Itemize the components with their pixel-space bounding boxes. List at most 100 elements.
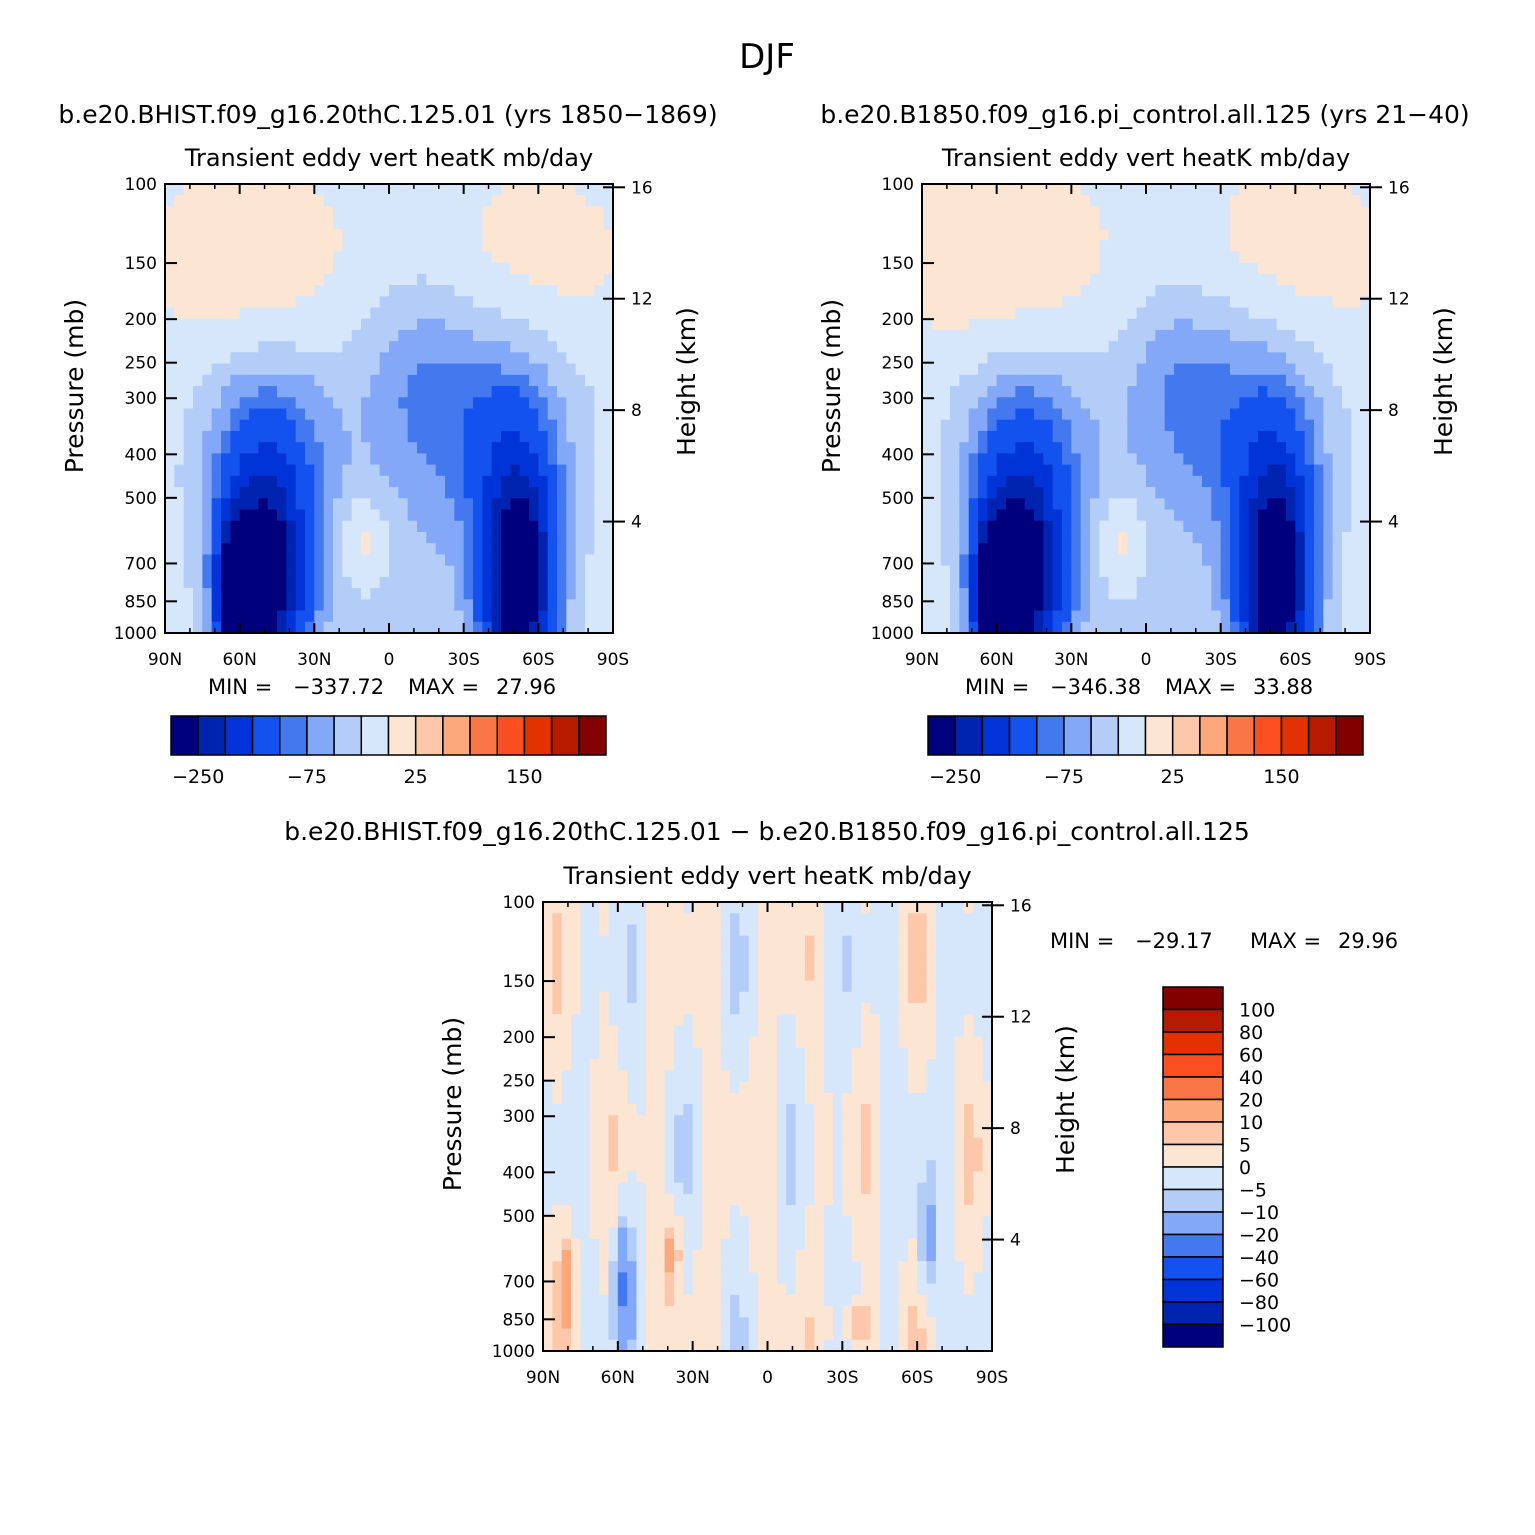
- heatmap-cell: [1080, 531, 1091, 544]
- heatmap-cell: [599, 1025, 610, 1038]
- heatmap-cell: [379, 329, 390, 342]
- heatmap-cell: [221, 285, 231, 297]
- heatmap-cell: [463, 240, 474, 252]
- heatmap-cell: [1146, 296, 1156, 309]
- heatmap-cell: [538, 543, 549, 556]
- heatmap-cell: [1342, 576, 1352, 589]
- heatmap-cell: [1304, 374, 1315, 387]
- heatmap-cell: [683, 1104, 694, 1116]
- heatmap-cell: [174, 543, 185, 556]
- heatmap-cell: [978, 386, 988, 398]
- heatmap-cell: [968, 251, 979, 264]
- heatmap-cell: [1108, 273, 1119, 286]
- heatmap-cell: [1304, 262, 1315, 275]
- heatmap-cell: [1071, 363, 1082, 376]
- heatmap-cell: [1239, 430, 1250, 443]
- heatmap-cell: [889, 1036, 900, 1049]
- heatmap-cell: [491, 251, 502, 264]
- heatmap-cell: [776, 913, 787, 926]
- heatmap-cell: [351, 374, 362, 387]
- heatmap-cell: [954, 969, 965, 982]
- heatmap-cell: [832, 1047, 843, 1060]
- heatmap-cell: [931, 554, 942, 567]
- heatmap-cell: [585, 363, 595, 376]
- heatmap-cell: [1220, 599, 1231, 612]
- heatmap-cell: [1258, 206, 1268, 219]
- heatmap-cell: [323, 588, 334, 600]
- heatmap-cell: [491, 487, 502, 499]
- heatmap-cell: [482, 386, 493, 398]
- heatmap-cell: [1080, 498, 1091, 511]
- heatmap-cell: [1351, 285, 1362, 297]
- heatmap-cell: [333, 296, 343, 309]
- heatmap-cell: [940, 419, 951, 432]
- heatmap-cell: [617, 1092, 628, 1105]
- heatmap-cell: [1015, 206, 1026, 219]
- heatmap-cell: [1267, 408, 1278, 421]
- heatmap-cell: [1099, 217, 1110, 230]
- heatmap-cell: [1267, 453, 1278, 466]
- heatmap-cell: [389, 262, 399, 275]
- heatmap-cell: [917, 1025, 928, 1038]
- heatmap-cell: [258, 509, 269, 522]
- heatmap-cell: [519, 554, 530, 567]
- heatmap-cell: [445, 599, 455, 612]
- heatmap-cell: [1211, 296, 1222, 309]
- heatmap-cell: [1332, 554, 1343, 567]
- heatmap-cell: [950, 531, 960, 544]
- heatmap-cell: [1155, 475, 1166, 488]
- heatmap-cell: [491, 262, 502, 275]
- heatmap-cell: [898, 913, 909, 926]
- heatmap-cell: [1164, 352, 1175, 365]
- heatmap-cell: [851, 946, 862, 959]
- heatmap-cell: [758, 1047, 769, 1060]
- heatmap-cell: [1342, 565, 1352, 578]
- heatmap-cell: [1192, 408, 1203, 421]
- heatmap-cell: [1314, 262, 1324, 275]
- heatmap-cell: [645, 1014, 656, 1027]
- heatmap-cell: [1248, 453, 1259, 466]
- heatmap-cell: [561, 980, 572, 993]
- heatmap-cell: [1323, 285, 1334, 297]
- heatmap-cell: [342, 296, 353, 309]
- heatmap-cell: [1080, 453, 1091, 466]
- heatmap-cell: [1043, 610, 1054, 623]
- heatmap-cell: [1314, 195, 1324, 208]
- heatmap-cell: [673, 958, 684, 970]
- heatmap-cell: [174, 430, 185, 443]
- heatmap-cell: [1136, 430, 1147, 443]
- heatmap-cell: [1071, 576, 1082, 589]
- heatmap-cell: [426, 273, 437, 286]
- heatmap-cell: [165, 285, 175, 297]
- heatmap-cell: [987, 430, 998, 443]
- heatmap-cell: [1108, 374, 1119, 387]
- heatmap-cell: [529, 228, 539, 241]
- heatmap-cell: [1276, 397, 1287, 410]
- heatmap-cell: [1052, 240, 1063, 252]
- heatmap-cell: [931, 352, 942, 365]
- heatmap-cell: [557, 408, 567, 421]
- heatmap-cell: [552, 969, 563, 982]
- heatmap-cell: [978, 531, 988, 544]
- heatmap-cell: [361, 498, 371, 511]
- heatmap-cell: [1239, 621, 1250, 634]
- heatmap-cell: [519, 228, 530, 241]
- heatmap-cell: [426, 498, 437, 511]
- heatmap-cell: [193, 565, 203, 578]
- heatmap-cell: [249, 531, 259, 544]
- heatmap-cell: [543, 1070, 553, 1083]
- heatmap-cell: [1360, 273, 1371, 286]
- heatmap-cell: [1006, 285, 1016, 297]
- heatmap-cell: [1006, 588, 1016, 600]
- heatmap-cell: [842, 913, 853, 926]
- heatmap-cell: [959, 273, 970, 286]
- heatmap-cell: [1108, 386, 1119, 398]
- heatmap-cell: [1118, 599, 1128, 612]
- heatmap-cell: [1239, 184, 1250, 196]
- heatmap-cell: [968, 352, 979, 365]
- heatmap-cell: [968, 240, 979, 252]
- heatmap-cell: [1118, 206, 1128, 219]
- heatmap-cell: [1024, 588, 1035, 600]
- heatmap-cell: [1062, 296, 1072, 309]
- heatmap-cell: [996, 576, 1007, 589]
